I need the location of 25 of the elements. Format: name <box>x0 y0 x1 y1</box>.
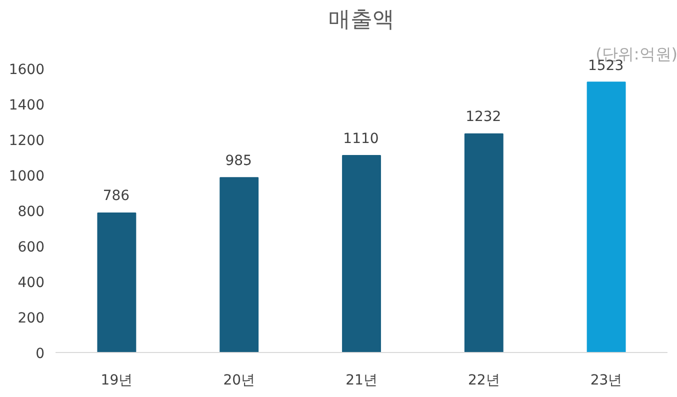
bar <box>97 212 136 352</box>
y-tick-label: 1400 <box>8 98 45 114</box>
y-tick-label: 0 <box>36 346 45 362</box>
y-tick-label: 400 <box>18 275 45 291</box>
x-tick-label: 21년 <box>346 372 378 388</box>
y-tick-label: 600 <box>18 240 45 256</box>
bar <box>220 177 259 352</box>
y-tick-label: 800 <box>18 204 45 220</box>
data-label: 786 <box>102 188 130 204</box>
x-tick-label: 19년 <box>100 372 133 388</box>
bar <box>342 154 381 352</box>
text: (단위:억원) <box>596 44 677 64</box>
x-tick-label: 23년 <box>590 372 622 388</box>
data-label: 1232 <box>466 109 502 126</box>
x-tick-label: 22년 <box>468 372 500 388</box>
y-tick-label: 1600 <box>8 62 45 78</box>
y-tick-label: 1200 <box>8 133 45 149</box>
bar <box>586 82 626 352</box>
y-tick-label: 200 <box>18 310 45 326</box>
data-label: 985 <box>225 153 252 170</box>
y-tick-label: 1000 <box>8 168 45 184</box>
data-label: 1110 <box>343 130 379 147</box>
chart-title: 매출액 <box>328 8 394 32</box>
bar <box>464 133 504 352</box>
x-tick-label: 20년 <box>223 372 256 388</box>
